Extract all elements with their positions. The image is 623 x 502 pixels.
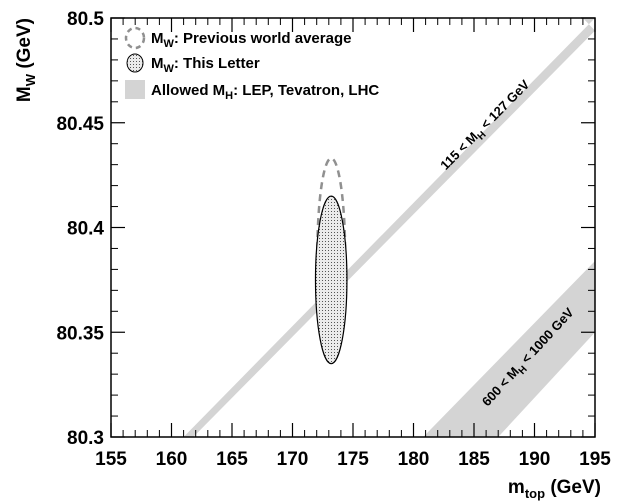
band-label-1: 115 < MH < 127 GeV <box>437 77 535 176</box>
legend-label-1-rest: : Previous world average <box>174 30 352 47</box>
x-tick-label: 165 <box>216 449 248 470</box>
x-tick-label: 170 <box>277 449 309 470</box>
y-tick-label: 80.5 <box>67 9 104 30</box>
x-axis-title: mtop (GeV) <box>508 477 601 501</box>
bands-layer <box>183 18 595 437</box>
legend-this-marker <box>126 53 144 73</box>
y-tick-label: 80.4 <box>67 219 104 240</box>
x-tick-label: 175 <box>337 449 369 470</box>
x-tick-label: 180 <box>398 449 430 470</box>
legend-label-1-sub: W <box>164 38 175 50</box>
legend-label-3-sub: H <box>225 90 233 102</box>
axes-layer: 155 160 165 170 175 180 185 190 195 80.3 80.35 80.4… <box>14 9 611 501</box>
legend-label-2-main: M <box>151 55 164 72</box>
legend-label-2-sub: W <box>164 63 175 75</box>
x-axis-title-main: m <box>508 477 525 498</box>
y-axis-title-main: M <box>14 86 35 102</box>
x-axis-title-unit: (GeV) <box>545 477 601 498</box>
x-tick-label: 195 <box>579 449 611 470</box>
x-tick-label: 155 <box>95 449 127 470</box>
higgs-band-1 <box>183 18 595 437</box>
x-tick-label: 185 <box>458 449 490 470</box>
y-tick-label: 80.3 <box>67 428 104 449</box>
x-tick-label: 190 <box>519 449 551 470</box>
legend-label-1-main: M <box>151 30 164 47</box>
y-axis-title-unit: (GeV) <box>14 18 35 74</box>
y-axis-title-sub: W <box>23 73 38 86</box>
y-tick-label: 80.45 <box>56 114 104 135</box>
legend-label-2-rest: : This Letter <box>174 55 260 72</box>
legend-label-3-rest: : LEP, Tevatron, LHC <box>233 82 379 99</box>
legend-label-2: MW: This Letter <box>151 55 260 75</box>
legend-previous-marker <box>124 26 146 50</box>
legend-label-3-main: Allowed M <box>151 82 225 99</box>
legend-label-1: MW: Previous world average <box>151 30 351 50</box>
y-tick-label: 80.35 <box>56 323 104 344</box>
legend-label-3: Allowed MH: LEP, Tevatron, LHC <box>151 82 379 102</box>
y-axis-title: MW (GeV) <box>14 18 38 102</box>
x-tick-label: 160 <box>156 449 188 470</box>
ellipses-layer <box>314 157 348 365</box>
legend-band-marker <box>125 80 145 99</box>
x-axis-title-sub: top <box>525 486 545 501</box>
this-letter-ellipse <box>314 195 348 365</box>
higgs-band-2 <box>423 261 595 437</box>
band-label-1-post: < 127 GeV <box>475 77 532 135</box>
